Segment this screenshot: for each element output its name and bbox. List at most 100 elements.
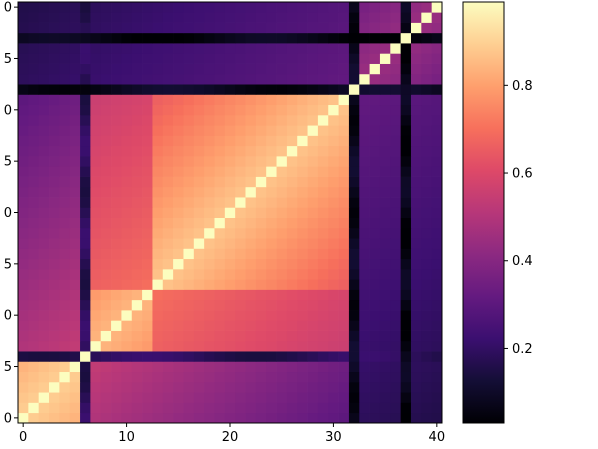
heatmap-cell bbox=[255, 176, 267, 188]
heatmap-cell bbox=[297, 299, 308, 311]
heatmap-cell bbox=[400, 12, 412, 23]
heatmap-cell bbox=[410, 176, 422, 188]
heatmap-cell bbox=[390, 104, 401, 116]
heatmap-cell bbox=[245, 176, 257, 188]
heatmap-cell bbox=[410, 125, 422, 136]
heatmap-cell bbox=[266, 207, 277, 218]
heatmap-cell bbox=[379, 53, 391, 64]
heatmap-cell bbox=[235, 340, 246, 352]
heatmap-cell bbox=[214, 320, 226, 331]
heatmap-cell bbox=[410, 2, 422, 13]
heatmap-cell bbox=[338, 2, 350, 13]
heatmap-cell bbox=[390, 381, 401, 393]
heatmap-cell bbox=[80, 320, 91, 331]
heatmap-cell bbox=[214, 53, 226, 64]
heatmap-cell bbox=[193, 176, 205, 188]
heatmap-cell bbox=[214, 156, 226, 167]
heatmap-cell bbox=[245, 53, 257, 64]
heatmap-cell bbox=[400, 248, 412, 260]
heatmap-cell bbox=[338, 114, 350, 126]
heatmap-cell bbox=[286, 330, 298, 342]
heatmap-cell bbox=[162, 289, 174, 301]
heatmap-cell bbox=[69, 94, 81, 106]
heatmap-cell bbox=[431, 12, 443, 23]
heatmap-cell bbox=[38, 268, 50, 280]
heatmap-cell bbox=[338, 43, 350, 54]
heatmap-cell bbox=[245, 310, 257, 321]
heatmap-cell bbox=[162, 340, 174, 352]
heatmap-cell bbox=[204, 114, 215, 126]
heatmap-cell bbox=[100, 310, 112, 321]
heatmap-cell bbox=[111, 361, 122, 373]
heatmap-cell bbox=[121, 412, 133, 424]
heatmap-cell bbox=[162, 299, 174, 311]
heatmap-cell bbox=[131, 310, 143, 321]
heatmap-cell bbox=[224, 392, 236, 403]
heatmap-cell bbox=[152, 361, 164, 373]
heatmap-cell bbox=[80, 227, 91, 239]
heatmap-cell bbox=[173, 217, 184, 229]
heatmap-cell bbox=[338, 12, 350, 23]
heatmap-cell bbox=[100, 207, 112, 218]
heatmap-cell bbox=[255, 207, 267, 218]
heatmap-cell bbox=[410, 392, 422, 403]
heatmap-cell bbox=[390, 53, 401, 64]
heatmap-cell bbox=[121, 104, 133, 116]
heatmap-cell bbox=[410, 320, 422, 331]
heatmap-cell bbox=[286, 227, 298, 239]
heatmap-cell bbox=[142, 392, 153, 403]
heatmap-cell bbox=[297, 351, 308, 362]
heatmap-cell bbox=[235, 73, 246, 85]
heatmap-cell bbox=[266, 32, 277, 44]
heatmap-cell bbox=[400, 32, 412, 44]
heatmap-cell bbox=[286, 412, 298, 424]
heatmap-cell bbox=[338, 53, 350, 64]
heatmap-cell bbox=[338, 258, 350, 270]
heatmap-cell bbox=[49, 351, 60, 362]
heatmap-cell bbox=[193, 166, 205, 177]
heatmap-cell bbox=[224, 84, 236, 95]
heatmap-cell bbox=[348, 371, 360, 383]
heatmap-cell bbox=[121, 12, 133, 23]
heatmap-cell bbox=[131, 12, 143, 23]
heatmap-cell bbox=[390, 2, 401, 13]
heatmap-cell bbox=[38, 289, 50, 301]
heatmap-cell bbox=[49, 166, 60, 177]
heatmap-cell bbox=[111, 279, 122, 290]
heatmap-cell bbox=[400, 258, 412, 270]
heatmap-cell bbox=[328, 227, 339, 239]
heatmap-cell bbox=[276, 135, 288, 147]
heatmap-cell bbox=[255, 258, 267, 270]
heatmap-cell bbox=[328, 340, 339, 352]
heatmap-cell bbox=[245, 351, 257, 362]
heatmap-cell bbox=[59, 22, 71, 34]
heatmap-cell bbox=[297, 104, 308, 116]
heatmap-cell bbox=[28, 268, 40, 280]
heatmap-cell bbox=[421, 166, 433, 177]
heatmap-cell bbox=[111, 94, 122, 106]
heatmap-cell bbox=[276, 310, 288, 321]
heatmap-cell bbox=[235, 43, 246, 54]
heatmap-cell bbox=[142, 32, 153, 44]
heatmap-cell bbox=[266, 361, 277, 373]
heatmap-cell bbox=[390, 361, 401, 373]
heatmap-cell bbox=[359, 53, 370, 64]
heatmap-cell bbox=[59, 289, 71, 301]
heatmap-cell bbox=[69, 310, 81, 321]
heatmap-cell bbox=[328, 53, 339, 64]
heatmap-cell bbox=[80, 361, 91, 373]
heatmap-cell bbox=[276, 207, 288, 218]
heatmap-cell bbox=[224, 156, 236, 167]
heatmap-cell bbox=[379, 279, 391, 290]
heatmap-cell bbox=[317, 351, 329, 362]
heatmap-cell bbox=[317, 412, 329, 424]
heatmap-cell bbox=[266, 197, 277, 208]
heatmap-cell bbox=[431, 197, 443, 208]
heatmap-cell bbox=[142, 145, 153, 157]
heatmap-cell bbox=[49, 340, 60, 352]
heatmap-cell bbox=[18, 73, 29, 85]
heatmap-cell bbox=[286, 207, 298, 218]
heatmap-cell bbox=[400, 156, 412, 167]
heatmap-cell bbox=[255, 402, 267, 414]
